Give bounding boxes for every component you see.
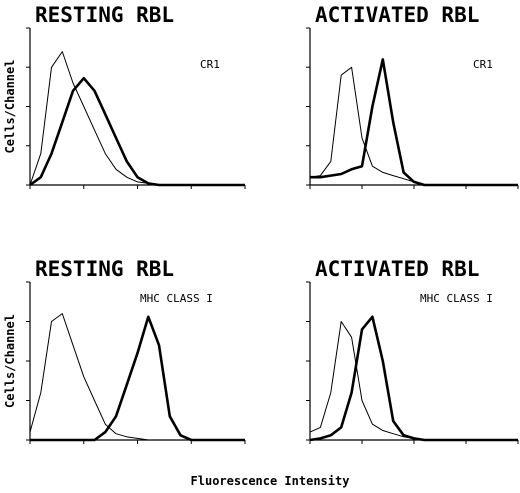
panel-annotation: MHC CLASS I xyxy=(420,292,493,305)
histogram-curve xyxy=(309,315,518,442)
histogram-curve xyxy=(29,76,245,187)
panel-annotation: CR1 xyxy=(473,58,493,71)
panel-title: RESTING RBL xyxy=(35,257,174,281)
x-axis-label: Fluorescence Intensity xyxy=(191,474,350,488)
histogram-curve xyxy=(309,66,518,186)
panel-annotation: CR1 xyxy=(200,58,220,71)
histogram-curve xyxy=(309,321,518,441)
histogram-curve xyxy=(310,58,518,187)
histogram-curve xyxy=(29,51,245,186)
y-axis-label: Cells/Channel xyxy=(3,314,17,408)
panel-title: ACTIVATED RBL xyxy=(315,257,479,281)
histogram-curve xyxy=(30,315,245,442)
panel-title: RESTING RBL xyxy=(35,3,174,27)
panel-title: ACTIVATED RBL xyxy=(315,3,479,27)
y-axis-label: Cells/Channel xyxy=(3,60,17,154)
histogram-curve xyxy=(29,313,245,441)
panel-annotation: MHC CLASS I xyxy=(140,292,213,305)
